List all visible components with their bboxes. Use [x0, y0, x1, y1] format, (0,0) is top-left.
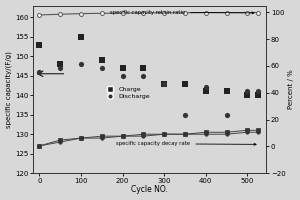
- Text: specific capacity decay rate: specific capacity decay rate: [116, 141, 256, 146]
- Point: [203, 90, 208, 93]
- Point: [79, 62, 83, 66]
- Point: [120, 74, 125, 77]
- Point: [141, 74, 146, 77]
- Point: [58, 66, 63, 70]
- Point: [255, 94, 260, 97]
- Point: [183, 113, 188, 116]
- Point: [162, 82, 167, 85]
- Point: [99, 66, 104, 70]
- Legend: Charge, Discharge: Charge, Discharge: [101, 84, 152, 102]
- Point: [37, 43, 42, 46]
- Point: [162, 82, 167, 85]
- Point: [224, 113, 229, 116]
- Point: [255, 90, 260, 93]
- Point: [183, 82, 188, 85]
- Y-axis label: specific capacity/(F/g): specific capacity/(F/g): [6, 51, 12, 128]
- Point: [141, 66, 146, 70]
- Point: [58, 62, 63, 66]
- X-axis label: Cycle NO.: Cycle NO.: [131, 185, 168, 194]
- Point: [37, 70, 42, 73]
- Point: [245, 94, 250, 97]
- Point: [120, 66, 125, 70]
- Point: [99, 59, 104, 62]
- Point: [245, 90, 250, 93]
- Y-axis label: Percent / %: Percent / %: [288, 70, 294, 109]
- Point: [203, 86, 208, 89]
- Point: [79, 35, 83, 38]
- Text: specific capacity retain ratio: specific capacity retain ratio: [110, 10, 254, 15]
- Point: [224, 90, 229, 93]
